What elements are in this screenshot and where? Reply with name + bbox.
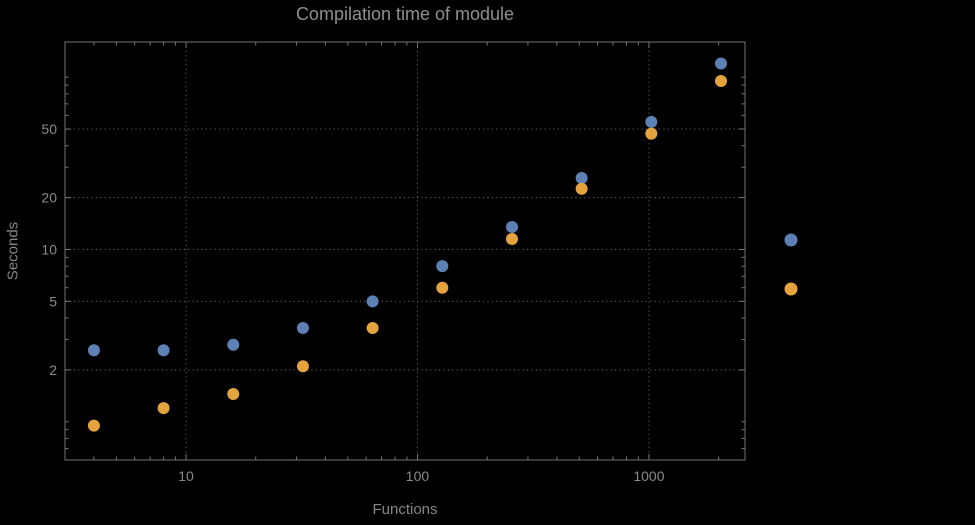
y-axis-label: Seconds xyxy=(4,221,22,281)
chart-title: Compilation time of module xyxy=(295,4,515,24)
legend-marker-2 xyxy=(784,282,798,296)
data-point-series-1 xyxy=(366,295,379,308)
data-point-series-2 xyxy=(227,387,240,400)
data-point-series-1 xyxy=(715,57,728,70)
y-tick-label: 5 xyxy=(49,293,57,309)
legend-marker-1 xyxy=(784,233,798,247)
data-point-series-2 xyxy=(296,360,309,373)
data-point-series-2 xyxy=(436,281,449,294)
data-point-series-1 xyxy=(575,171,588,184)
data-point-series-2 xyxy=(157,402,170,415)
data-point-series-1 xyxy=(227,338,240,351)
data-point-series-2 xyxy=(715,75,728,88)
x-tick-label: 1000 xyxy=(633,468,664,484)
data-point-series-2 xyxy=(87,419,100,432)
data-point-series-1 xyxy=(436,260,449,273)
x-axis-label: Functions xyxy=(372,501,438,518)
x-tick-label: 100 xyxy=(406,468,430,484)
data-point-series-1 xyxy=(87,344,100,357)
data-point-series-1 xyxy=(645,115,658,128)
y-tick-label: 10 xyxy=(41,241,57,257)
y-tick-label: 2 xyxy=(49,362,57,378)
data-point-series-2 xyxy=(645,127,658,140)
data-point-series-2 xyxy=(366,322,379,335)
plot-frame xyxy=(64,41,746,461)
data-point-series-2 xyxy=(575,182,588,195)
data-point-series-1 xyxy=(157,344,170,357)
data-point-series-2 xyxy=(505,233,518,246)
data-point-series-1 xyxy=(296,322,309,335)
x-tick-label: 10 xyxy=(178,468,194,484)
y-tick-label: 20 xyxy=(41,190,57,206)
y-tick-label: 50 xyxy=(41,121,57,137)
data-point-series-1 xyxy=(505,221,518,234)
